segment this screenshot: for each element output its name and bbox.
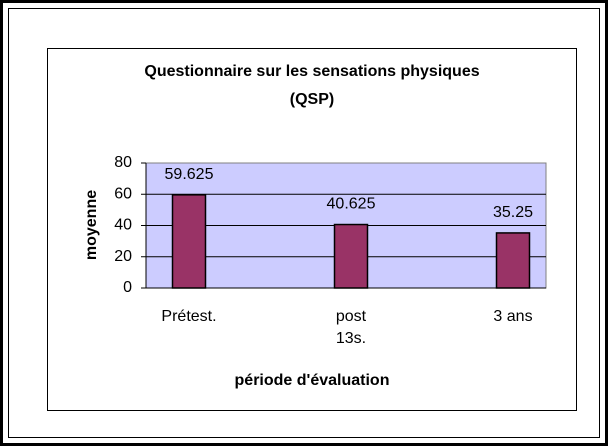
bar bbox=[495, 232, 531, 289]
y-axis-title: moyenne bbox=[83, 190, 100, 260]
y-tick-label: 0 bbox=[123, 279, 132, 296]
chart-title: Questionnaire sur les sensations physiqu… bbox=[144, 63, 480, 108]
y-tick-label: 20 bbox=[114, 248, 132, 265]
value-label: 40.625 bbox=[327, 196, 376, 213]
x-tick-label: post 13s. bbox=[335, 308, 367, 347]
y-tick-label: 80 bbox=[114, 154, 132, 171]
y-tick-label: 40 bbox=[114, 217, 132, 234]
x-tick-label: 3 ans bbox=[493, 308, 533, 325]
value-label: 59.625 bbox=[165, 166, 214, 183]
x-tick-label: Prétest. bbox=[161, 308, 217, 325]
bar bbox=[171, 194, 207, 289]
bar bbox=[333, 223, 369, 289]
y-tick-label: 60 bbox=[114, 185, 132, 202]
value-label: 35.25 bbox=[493, 204, 533, 221]
x-axis-title: période d'évaluation bbox=[235, 372, 390, 389]
inner-frame bbox=[8, 8, 600, 438]
